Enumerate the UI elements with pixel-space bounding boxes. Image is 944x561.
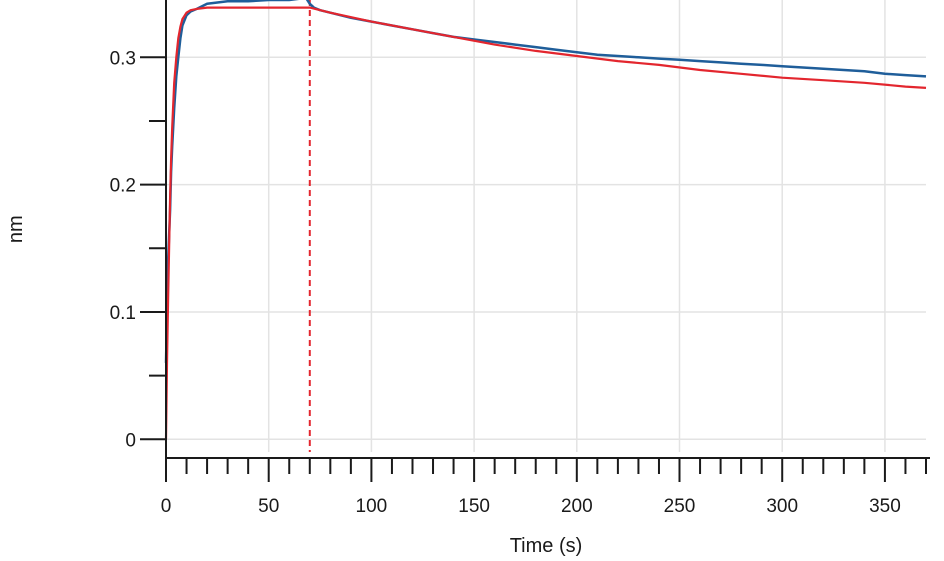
x-tick-label-2: 100 [356,496,388,517]
grid [166,0,926,452]
x-tick-label-6: 300 [766,496,798,517]
y-tick-label-0: 0 [125,430,136,451]
x-tick-label-7: 350 [869,496,901,517]
y-tick-label-3: 0.3 [110,48,136,69]
y-tick-label-2: 0.2 [110,176,136,197]
x-tick-label-1: 50 [258,496,279,517]
x-tick-label-5: 250 [664,496,696,517]
x-tick-label-0: 0 [161,496,172,517]
x-tick-label-4: 200 [561,496,593,517]
series-line-0 [164,0,927,363]
series-line-1 [164,6,927,440]
x-tick-label-3: 150 [458,496,490,517]
series-group [164,0,927,440]
ticks: 0 50 100 150 200 250 300 350 0 0.1 0.2 0.3 [110,48,927,517]
x-axis-label: Time (s) [510,535,583,557]
phase-markers [165,0,311,452]
y-axis-label: nm [5,215,27,243]
y-tick-label-1: 0.1 [110,303,136,324]
